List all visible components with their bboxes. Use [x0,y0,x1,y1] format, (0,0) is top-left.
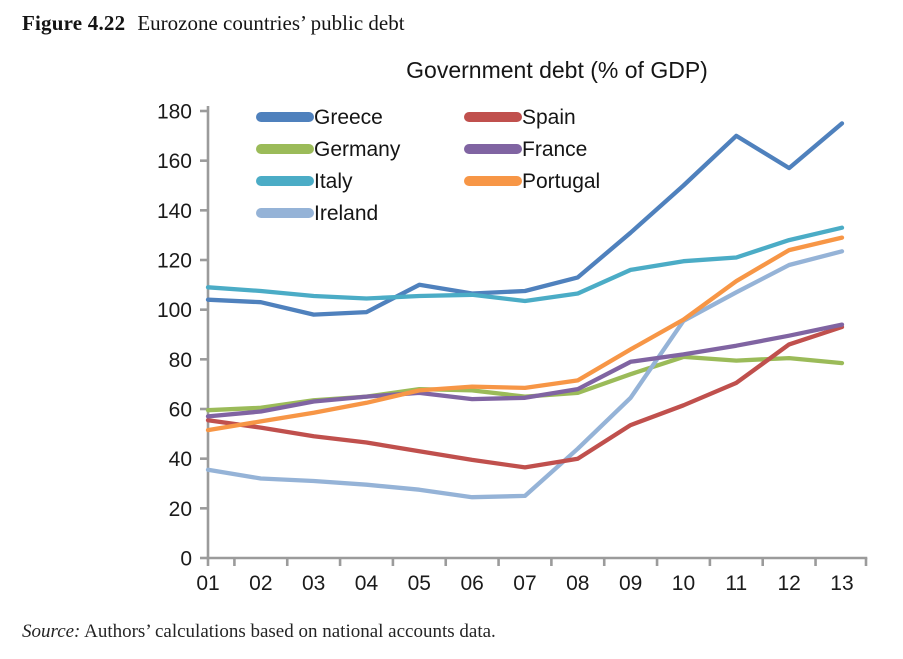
source-note: Source: Authors’ calculations based on n… [22,621,496,643]
figure-caption: Figure 4.22 Eurozone countries’ public de… [22,11,405,36]
x-tick-label: 01 [196,572,219,595]
y-tick-label: 140 [157,200,192,223]
legend-item-greece: Greece [256,101,400,133]
figure-caption-text: Eurozone countries’ public debt [137,11,405,35]
legend-label-germany: Germany [314,137,401,161]
series-line-portugal [205,235,845,433]
legend-label-greece: Greece [314,105,383,129]
legend-item-germany: Germany [256,133,400,165]
legend-swatch-italy [256,176,314,186]
source-text: Authors’ calculations based on national … [80,621,496,642]
legend-item-ireland: Ireland [256,197,400,229]
legend-label-france: France [522,137,588,161]
legend-swatch-greece [256,112,314,122]
x-tick-label: 07 [513,572,536,595]
y-tick-label: 40 [169,448,192,471]
legend-swatch-portugal [464,176,522,186]
legend-swatch-germany [256,144,314,154]
x-tick-label: 09 [619,572,642,595]
x-tick-label: 11 [725,572,747,595]
legend-swatch-ireland [256,208,314,218]
legend-label-ireland: Ireland [314,201,379,225]
series-line-greece [205,121,845,317]
figure-number: Figure 4.22 [22,11,126,35]
series-line-france [205,322,845,419]
source-prefix: Source: [22,621,81,642]
y-tick-label: 100 [157,299,192,322]
x-tick-label: 04 [355,572,379,595]
legend-column-1: Greece Germany Italy Ireland [256,101,400,229]
x-tick-label: 05 [408,572,431,595]
y-tick-label: 120 [157,250,192,273]
x-tick-label: 10 [672,572,695,595]
legend-label-spain: Spain [522,105,576,129]
legend-item-italy: Italy [256,165,400,197]
x-tick-label: 02 [249,572,272,595]
x-tick-label: 06 [460,572,483,595]
y-tick-label: 80 [169,349,192,372]
y-tick-label: 180 [157,101,192,124]
legend-swatch-france [464,144,522,154]
legend-item-spain: Spain [464,101,600,133]
x-tick-label: 13 [830,572,853,595]
series-line-italy [205,225,845,304]
legend-label-italy: Italy [314,169,353,193]
y-tick-label: 20 [169,498,192,521]
legend-item-portugal: Portugal [464,165,600,197]
legend-column-2: Spain France Portugal [464,101,600,197]
y-tick-label: 60 [169,399,192,422]
x-tick-label: 12 [777,572,800,595]
legend-item-france: France [464,133,600,165]
x-tick-label: 03 [302,572,325,595]
y-tick-label: 0 [180,548,192,571]
x-tick-label: 08 [566,572,589,595]
series-line-ireland [205,249,845,500]
series-line-spain [205,324,845,470]
y-tick-label: 160 [157,150,192,173]
legend-label-portugal: Portugal [522,169,601,193]
legend-swatch-spain [464,112,522,122]
chart-title: Government debt (% of GDP) [406,57,708,83]
